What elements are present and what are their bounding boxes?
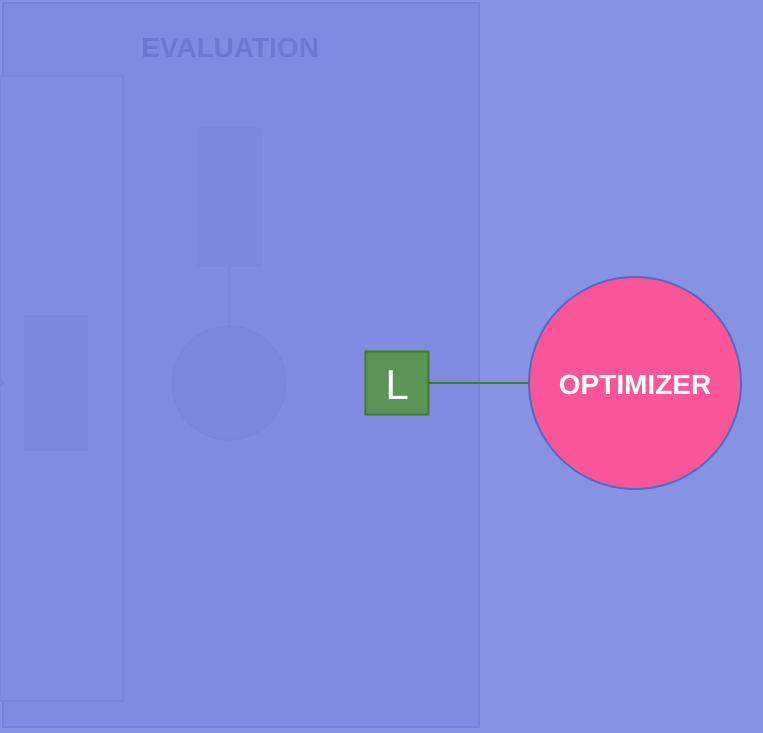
loss-node[interactable]: L (364, 350, 430, 416)
faded-model-block (197, 127, 262, 267)
optimizer-label: OPTIMIZER (559, 369, 711, 400)
faded-arrow-stub (0, 378, 5, 388)
optimizer-circle[interactable] (528, 276, 742, 490)
evaluation-title: EVALUATION (141, 32, 319, 63)
loss-node-box[interactable] (364, 350, 430, 416)
loss-node-label: L (385, 361, 408, 408)
faded-input-block (24, 315, 88, 451)
faded-output-circle (171, 325, 287, 441)
optimizer-node[interactable]: OPTIMIZER (528, 276, 742, 490)
